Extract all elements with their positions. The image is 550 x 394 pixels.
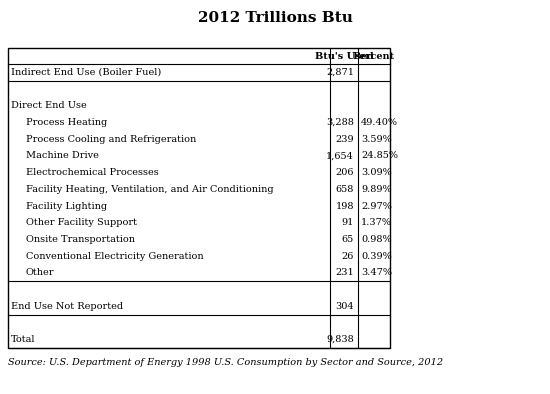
Text: 9.89%: 9.89%: [361, 185, 392, 194]
Text: 206: 206: [336, 168, 354, 177]
Text: Other Facility Support: Other Facility Support: [26, 218, 137, 227]
Text: Process Cooling and Refrigeration: Process Cooling and Refrigeration: [26, 135, 196, 144]
Text: 26: 26: [342, 252, 354, 260]
Text: Conventional Electricity Generation: Conventional Electricity Generation: [26, 252, 204, 260]
Text: Total: Total: [11, 335, 36, 344]
Text: End Use Not Reported: End Use Not Reported: [11, 302, 123, 311]
Text: Percent: Percent: [353, 52, 395, 61]
Text: 24.85%: 24.85%: [361, 151, 398, 160]
Text: 3.09%: 3.09%: [361, 168, 392, 177]
Text: 304: 304: [336, 302, 354, 311]
Text: 231: 231: [336, 268, 354, 277]
Text: Electrochemical Processes: Electrochemical Processes: [26, 168, 159, 177]
Text: 198: 198: [336, 201, 354, 210]
Text: Facility Lighting: Facility Lighting: [26, 201, 107, 210]
Text: 2.97%: 2.97%: [361, 201, 392, 210]
Text: Source: U.S. Department of Energy 1998 U.S. Consumption by Sector and Source, 20: Source: U.S. Department of Energy 1998 U…: [8, 358, 443, 367]
Text: 1.37%: 1.37%: [361, 218, 392, 227]
Text: 1,654: 1,654: [326, 151, 354, 160]
Text: 3.59%: 3.59%: [361, 135, 392, 144]
Text: 0.39%: 0.39%: [361, 252, 392, 260]
Text: 49.40%: 49.40%: [361, 118, 398, 127]
Text: Direct End Use: Direct End Use: [11, 101, 87, 110]
Text: 2,871: 2,871: [326, 68, 354, 77]
Text: Other: Other: [26, 268, 54, 277]
Text: 658: 658: [336, 185, 354, 194]
Text: 65: 65: [342, 235, 354, 244]
Text: Facility Heating, Ventilation, and Air Conditioning: Facility Heating, Ventilation, and Air C…: [26, 185, 274, 194]
Text: 3,288: 3,288: [326, 118, 354, 127]
Text: 239: 239: [336, 135, 354, 144]
Bar: [8, 48, 390, 348]
Text: Machine Drive: Machine Drive: [26, 151, 99, 160]
Text: Btu's Used: Btu's Used: [315, 52, 373, 61]
Text: Onsite Transportation: Onsite Transportation: [26, 235, 135, 244]
Text: Indirect End Use (Boiler Fuel): Indirect End Use (Boiler Fuel): [11, 68, 161, 77]
Text: 3.47%: 3.47%: [361, 268, 392, 277]
Text: 9,838: 9,838: [326, 335, 354, 344]
Text: Process Heating: Process Heating: [26, 118, 107, 127]
Text: 0.98%: 0.98%: [361, 235, 392, 244]
Text: 91: 91: [342, 218, 354, 227]
Text: 2012 Trillions Btu: 2012 Trillions Btu: [197, 11, 353, 25]
